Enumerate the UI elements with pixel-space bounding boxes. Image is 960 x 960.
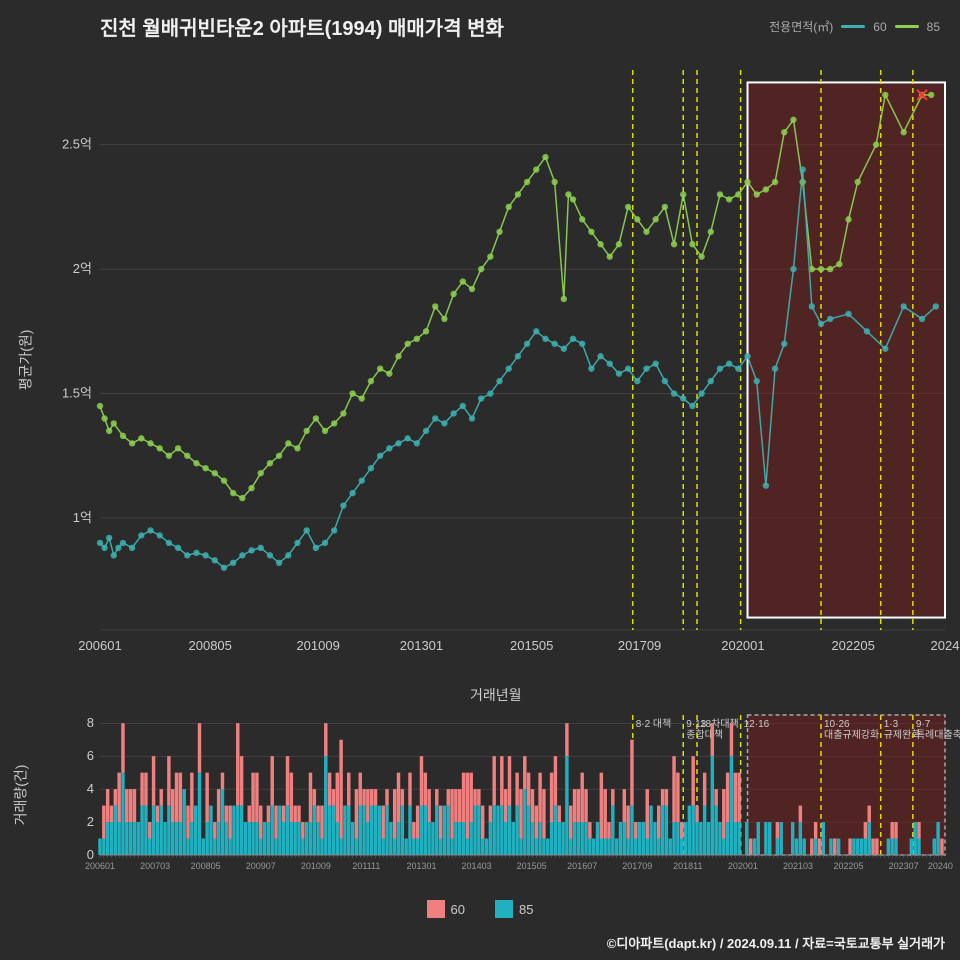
svg-text:201709: 201709 (618, 638, 661, 653)
line-xlabel: 거래년월 (470, 685, 522, 705)
svg-text:201505: 201505 (517, 861, 547, 871)
svg-text:2억: 2억 (73, 261, 92, 276)
legend-swatch-85 (895, 25, 919, 28)
svg-text:200703: 200703 (140, 861, 170, 871)
svg-text:2: 2 (87, 814, 94, 829)
line-ylabel: 평균가(원) (15, 330, 35, 391)
svg-text:1.5억: 1.5억 (62, 386, 92, 401)
legend-bottom: 60 85 (0, 900, 960, 918)
svg-text:202001: 202001 (728, 861, 758, 871)
svg-text:20240: 20240 (928, 861, 953, 871)
svg-text:종합대책: 종합대책 (686, 729, 723, 741)
bar-chart: 024688·2 대책9·13종합대책18차대책12·1610·26대출규제강화… (60, 710, 950, 880)
svg-text:특례대출축소: 특례대출축소 (916, 729, 960, 741)
svg-text:200601: 200601 (85, 861, 115, 871)
svg-text:4: 4 (87, 781, 94, 796)
svg-text:201403: 201403 (462, 861, 492, 871)
svg-text:202205: 202205 (834, 861, 864, 871)
svg-text:200805: 200805 (189, 638, 232, 653)
svg-text:6: 6 (87, 748, 94, 763)
legend-top-name-85: 85 (927, 20, 940, 34)
svg-text:201607: 201607 (567, 861, 597, 871)
svg-text:201709: 201709 (622, 861, 652, 871)
svg-text:1·3: 1·3 (884, 719, 899, 730)
svg-text:202205: 202205 (831, 638, 874, 653)
legend-top: 전용면적(㎡) 60 85 (769, 18, 940, 35)
svg-text:8·2 대책: 8·2 대책 (636, 718, 672, 730)
svg-text:202103: 202103 (783, 861, 813, 871)
svg-text:2.5억: 2.5억 (62, 137, 92, 152)
svg-text:202001: 202001 (721, 638, 764, 653)
legend-bottom-swatch-85 (495, 900, 513, 918)
svg-text:201301: 201301 (406, 861, 436, 871)
legend-bottom-item-60: 60 (427, 900, 465, 918)
legend-top-label: 전용면적(㎡) (769, 18, 833, 35)
legend-bottom-name-85: 85 (519, 902, 533, 917)
chart-container: 진천 월배귀빈타운2 아파트(1994) 매매가격 변화 전용면적(㎡) 60 … (0, 0, 960, 960)
footer-credit: ©디아파트(dapt.kr) / 2024.09.11 / 자료=국토교통부 실… (607, 933, 945, 952)
svg-text:201111: 201111 (352, 861, 380, 871)
legend-swatch-60 (841, 25, 865, 28)
svg-text:202307: 202307 (889, 861, 919, 871)
svg-text:9·7: 9·7 (916, 719, 931, 730)
svg-text:2024: 2024 (931, 638, 960, 653)
svg-text:8: 8 (87, 715, 94, 730)
bar-ylabel: 거래량(건) (10, 765, 30, 826)
chart-title: 진천 월배귀빈타운2 아파트(1994) 매매가격 변화 (100, 12, 504, 41)
svg-text:0: 0 (87, 847, 94, 862)
svg-text:200907: 200907 (246, 861, 276, 871)
svg-text:200805: 200805 (191, 861, 221, 871)
svg-text:201009: 201009 (301, 861, 331, 871)
svg-text:200601: 200601 (78, 638, 121, 653)
svg-text:201505: 201505 (510, 638, 553, 653)
svg-text:201301: 201301 (400, 638, 443, 653)
legend-bottom-item-85: 85 (495, 900, 533, 918)
svg-text:201009: 201009 (296, 638, 339, 653)
svg-text:10·26: 10·26 (824, 719, 850, 730)
legend-bottom-swatch-60 (427, 900, 445, 918)
legend-top-name-60: 60 (873, 20, 886, 34)
legend-bottom-name-60: 60 (451, 902, 465, 917)
svg-text:1억: 1억 (73, 510, 92, 525)
svg-text:201811: 201811 (673, 861, 702, 871)
svg-text:12·16: 12·16 (744, 719, 770, 730)
svg-text:대출규제강화: 대출규제강화 (824, 729, 879, 741)
line-chart: 1억 1.5억 2억 2.5억 200601 200805 201009 201301 2015… (60, 50, 950, 670)
